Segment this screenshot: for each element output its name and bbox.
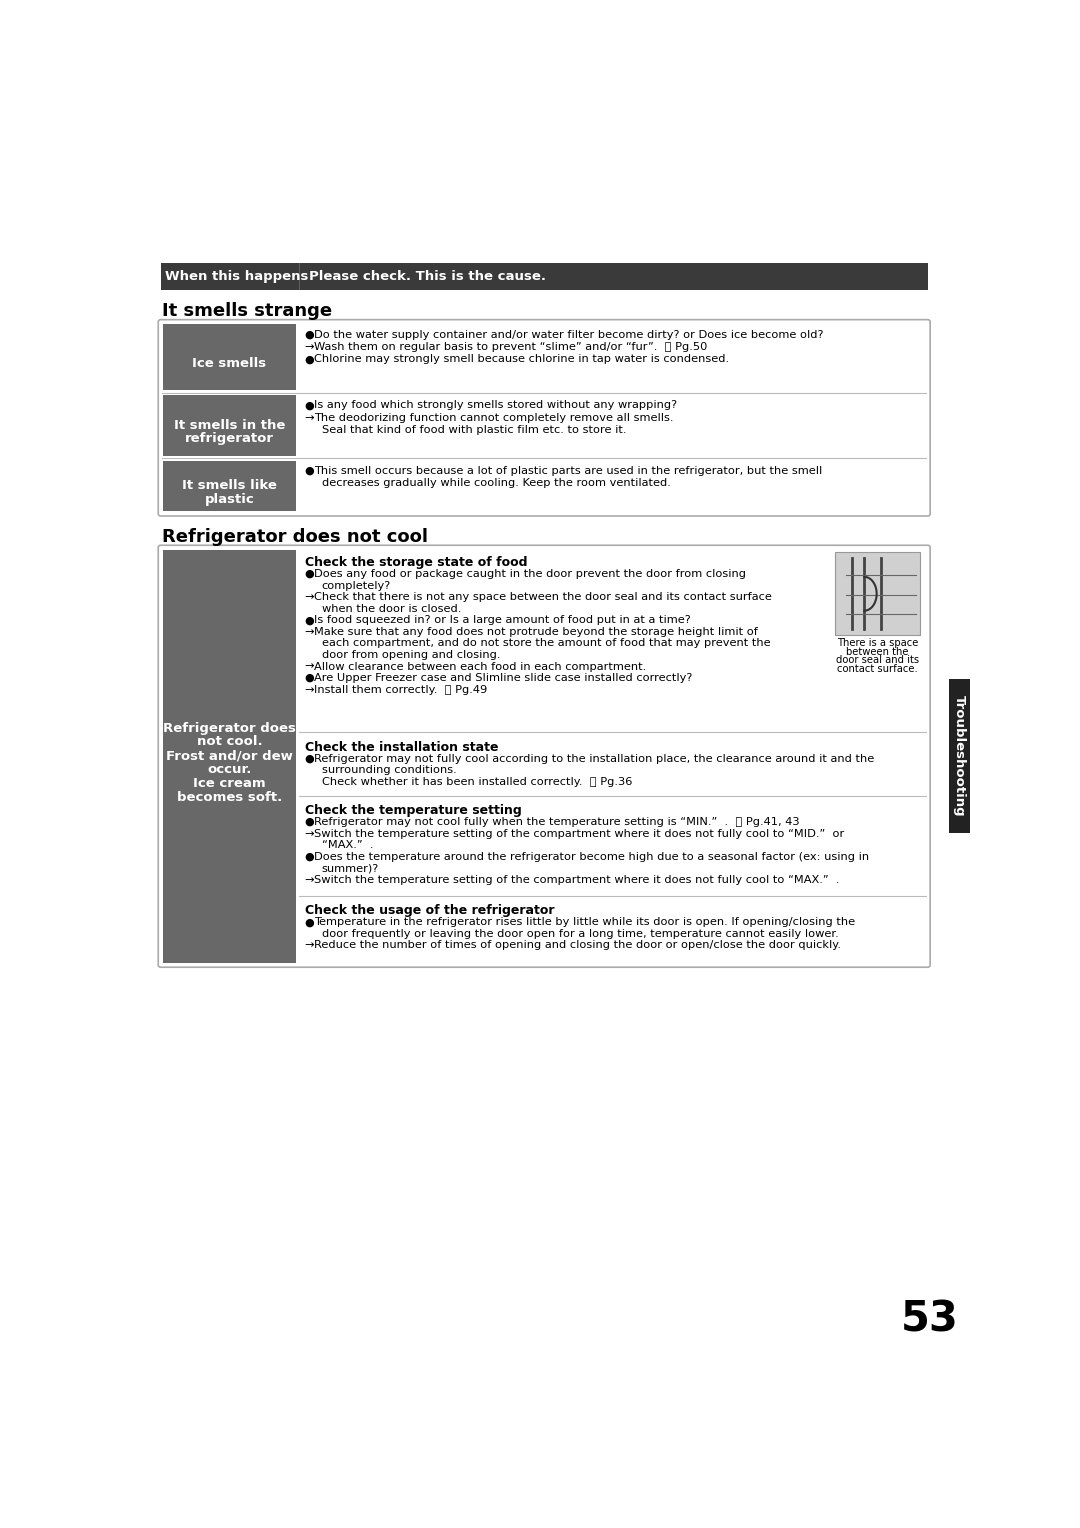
Text: Wash them on regular basis to prevent “slime” and/or “fur”.  ＇ Pg.50: Wash them on regular basis to prevent “s… xyxy=(314,342,707,351)
Text: Check the temperature setting: Check the temperature setting xyxy=(305,804,522,817)
Text: Refrigerator does not cool: Refrigerator does not cool xyxy=(162,527,428,545)
Bar xyxy=(163,550,296,963)
Text: not cool.: not cool. xyxy=(197,735,262,749)
Text: Is any food which strongly smells stored without any wrapping?: Is any food which strongly smells stored… xyxy=(314,400,677,411)
Text: ●: ● xyxy=(305,330,314,339)
Text: completely?: completely? xyxy=(322,581,391,591)
Text: plastic: plastic xyxy=(205,494,255,506)
Bar xyxy=(298,263,299,290)
Text: Please check. This is the cause.: Please check. This is the cause. xyxy=(309,269,546,283)
Bar xyxy=(163,324,296,391)
Text: Are Upper Freezer case and Slimline slide case installed correctly?: Are Upper Freezer case and Slimline slid… xyxy=(314,672,692,683)
Text: →: → xyxy=(305,626,314,637)
Text: Does any food or package caught in the door prevent the door from closing: Does any food or package caught in the d… xyxy=(314,568,746,579)
Text: ●: ● xyxy=(305,466,314,475)
Bar xyxy=(161,263,928,290)
Text: when the door is closed.: when the door is closed. xyxy=(322,604,461,614)
Text: contact surface.: contact surface. xyxy=(837,663,918,674)
Text: decreases gradually while cooling. Keep the room ventilated.: decreases gradually while cooling. Keep … xyxy=(322,478,671,489)
Text: →: → xyxy=(305,828,314,839)
Text: “MAX.”  .: “MAX.” . xyxy=(322,840,374,850)
Text: ●: ● xyxy=(305,851,314,862)
Text: Refrigerator may not cool fully when the temperature setting is “MIN.”  .  ＇ Pg.: Refrigerator may not cool fully when the… xyxy=(314,817,799,827)
Text: Switch the temperature setting of the compartment where it does not fully cool t: Switch the temperature setting of the co… xyxy=(314,876,839,885)
Text: This smell occurs because a lot of plastic parts are used in the refrigerator, b: This smell occurs because a lot of plast… xyxy=(314,466,822,475)
Text: occur.: occur. xyxy=(207,762,252,776)
Text: door seal and its: door seal and its xyxy=(836,656,919,665)
Text: Ice smells: Ice smells xyxy=(192,358,267,370)
Text: door from opening and closing.: door from opening and closing. xyxy=(322,649,500,660)
Text: Check whether it has been installed correctly.  ＇ Pg.36: Check whether it has been installed corr… xyxy=(322,778,632,787)
Text: It smells strange: It smells strange xyxy=(162,303,333,319)
Text: It smells in the: It smells in the xyxy=(174,419,285,431)
Text: Check the installation state: Check the installation state xyxy=(305,741,498,753)
Text: Install them correctly.  ＇ Pg.49: Install them correctly. ＇ Pg.49 xyxy=(314,685,487,695)
Text: between the: between the xyxy=(847,646,908,657)
Text: door frequently or leaving the door open for a long time, temperature cannot eas: door frequently or leaving the door open… xyxy=(322,929,838,938)
Text: becomes soft.: becomes soft. xyxy=(177,792,282,804)
Text: Ice cream: Ice cream xyxy=(193,778,266,790)
FancyBboxPatch shape xyxy=(159,319,930,516)
Bar xyxy=(835,552,920,636)
Text: →: → xyxy=(305,342,314,351)
Text: Chlorine may strongly smell because chlorine in tap water is condensed.: Chlorine may strongly smell because chlo… xyxy=(314,354,729,364)
Text: Does the temperature around the refrigerator become high due to a seasonal facto: Does the temperature around the refriger… xyxy=(314,851,869,862)
Bar xyxy=(163,460,296,512)
Text: Seal that kind of food with plastic film etc. to store it.: Seal that kind of food with plastic film… xyxy=(322,425,626,435)
Text: ●: ● xyxy=(305,917,314,927)
Text: Check that there is not any space between the door seal and its contact surface: Check that there is not any space betwee… xyxy=(314,593,772,602)
Text: →: → xyxy=(305,876,314,885)
Text: ●: ● xyxy=(305,672,314,683)
Text: 53: 53 xyxy=(901,1299,958,1340)
FancyBboxPatch shape xyxy=(159,545,930,967)
Text: surrounding conditions.: surrounding conditions. xyxy=(322,766,457,776)
Bar xyxy=(948,680,971,833)
Text: The deodorizing function cannot completely remove all smells.: The deodorizing function cannot complete… xyxy=(314,413,674,423)
Text: Check the usage of the refrigerator: Check the usage of the refrigerator xyxy=(305,905,554,917)
Text: Do the water supply container and/or water filter become dirty? or Does ice beco: Do the water supply container and/or wat… xyxy=(314,330,824,339)
Text: →: → xyxy=(305,940,314,950)
Bar xyxy=(163,396,296,455)
Text: summer)?: summer)? xyxy=(322,863,379,874)
Text: each compartment, and do not store the amount of food that may prevent the: each compartment, and do not store the a… xyxy=(322,639,770,648)
Text: Frost and/or dew: Frost and/or dew xyxy=(166,749,293,762)
Text: Is food squeezed in? or Is a large amount of food put in at a time?: Is food squeezed in? or Is a large amoun… xyxy=(314,616,691,625)
Text: Allow clearance between each food in each compartment.: Allow clearance between each food in eac… xyxy=(314,662,646,671)
Text: Switch the temperature setting of the compartment where it does not fully cool t: Switch the temperature setting of the co… xyxy=(314,828,845,839)
Text: Make sure that any food does not protrude beyond the storage height limit of: Make sure that any food does not protrud… xyxy=(314,626,758,637)
Text: Check the storage state of food: Check the storage state of food xyxy=(305,556,527,568)
Text: Reduce the number of times of opening and closing the door or open/close the doo: Reduce the number of times of opening an… xyxy=(314,940,841,950)
Text: ●: ● xyxy=(305,616,314,625)
Text: When this happens: When this happens xyxy=(165,269,309,283)
Text: Temperature in the refrigerator rises little by little while its door is open. I: Temperature in the refrigerator rises li… xyxy=(314,917,855,927)
Text: ●: ● xyxy=(305,354,314,364)
Text: There is a space: There is a space xyxy=(837,639,918,648)
Text: →: → xyxy=(305,662,314,671)
Text: It smells like: It smells like xyxy=(183,480,276,492)
Text: ●: ● xyxy=(305,568,314,579)
Text: ●: ● xyxy=(305,817,314,827)
Text: →: → xyxy=(305,685,314,695)
Text: refrigerator: refrigerator xyxy=(185,432,274,446)
Text: Troubleshooting: Troubleshooting xyxy=(954,695,967,817)
Text: →: → xyxy=(305,593,314,602)
Text: ●: ● xyxy=(305,400,314,411)
Text: Refrigerator does: Refrigerator does xyxy=(163,721,296,735)
Text: Refrigerator may not fully cool according to the installation place, the clearan: Refrigerator may not fully cool accordin… xyxy=(314,753,875,764)
Text: ●: ● xyxy=(305,753,314,764)
Text: →: → xyxy=(305,413,314,423)
